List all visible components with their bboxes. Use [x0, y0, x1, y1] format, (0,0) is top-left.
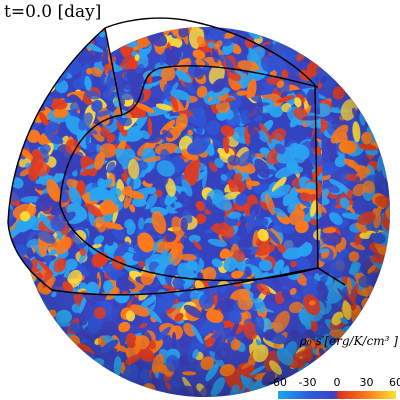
time-label: t=0.0 [day] — [4, 2, 102, 22]
colorbar-tick: -60 — [269, 376, 287, 389]
colorbar-tick: 30 — [359, 376, 374, 389]
cut-edge-line — [104, 27, 123, 116]
colorbar — [278, 391, 396, 399]
colorbar-ticks: -60 -30 0 30 60 — [269, 376, 400, 390]
cut-edge-line-right — [317, 267, 346, 286]
shell-boundary-lines — [7, 17, 346, 296]
colorbar-tick: 60 — [389, 376, 400, 389]
outer-shell-outline — [7, 17, 319, 296]
inner-core-outline — [59, 65, 319, 206]
colorbar-tick: -30 — [298, 376, 317, 389]
inner-core-lower-outline — [59, 204, 319, 282]
colorbar-title: ρ₀ s′[erg/K/cm³ ] — [299, 334, 398, 348]
colorbar-tick: 0 — [333, 376, 341, 389]
